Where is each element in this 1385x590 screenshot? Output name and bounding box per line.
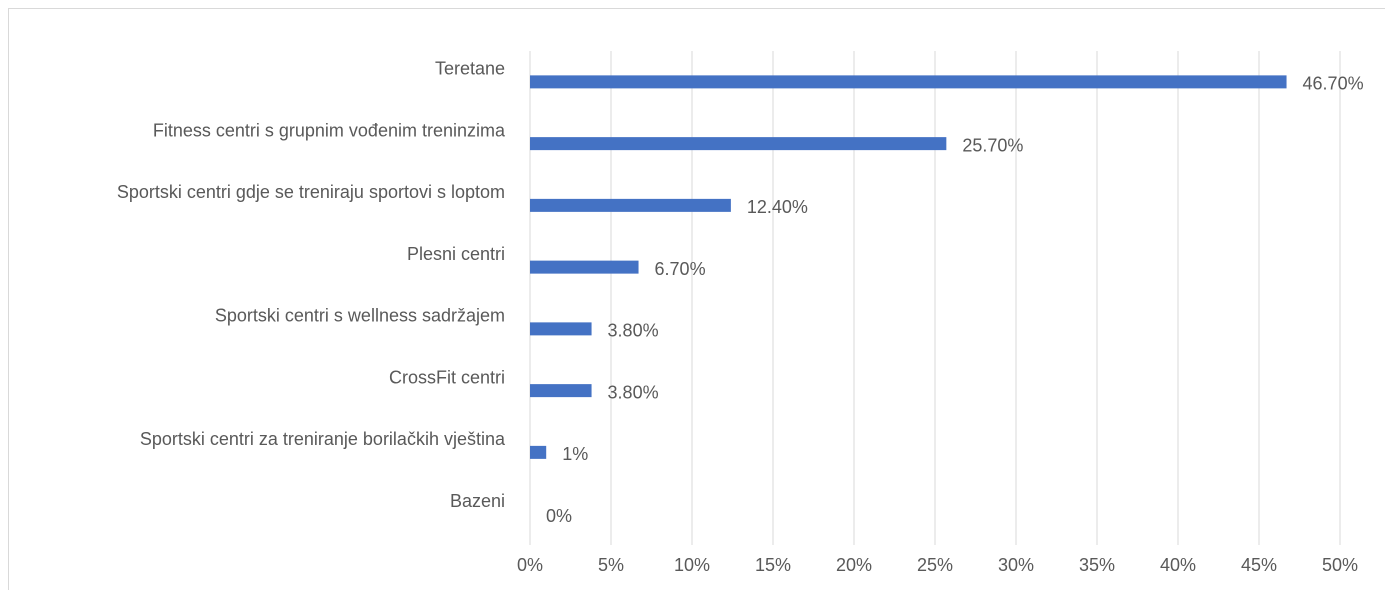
x-tick-label: 30% <box>998 555 1034 575</box>
value-label: 3.80% <box>608 382 659 402</box>
y-tick-label: Sportski centri s wellness sadržajem <box>215 306 505 326</box>
x-tick-label: 45% <box>1241 555 1277 575</box>
x-tick-label: 40% <box>1160 555 1196 575</box>
bar <box>530 445 547 459</box>
bar <box>530 322 592 336</box>
y-tick-label: Teretane <box>435 59 505 79</box>
y-tick-label: Plesni centri <box>407 244 505 264</box>
y-tick-label: Sportski centri gdje se treniraju sporto… <box>117 182 505 202</box>
value-label: 46.70% <box>1303 74 1364 94</box>
bar <box>530 198 731 212</box>
value-label: 25.70% <box>962 135 1023 155</box>
value-label: 6.70% <box>655 259 706 279</box>
x-tick-label: 50% <box>1322 555 1358 575</box>
y-tick-label: CrossFit centri <box>389 367 505 387</box>
x-tick-label: 5% <box>598 555 624 575</box>
bar <box>530 137 947 151</box>
y-tick-label: Fitness centri s grupnim vođenim treninz… <box>153 120 506 140</box>
value-label: 0% <box>546 506 572 526</box>
bar <box>530 75 1287 89</box>
value-label: 12.40% <box>747 197 808 217</box>
bar <box>530 260 639 274</box>
chart-border <box>8 8 1385 590</box>
bar <box>530 384 592 398</box>
value-label: 1% <box>562 444 588 464</box>
x-tick-label: 0% <box>517 555 543 575</box>
y-tick-label: Sportski centri za treniranje borilačkih… <box>140 429 506 449</box>
x-tick-label: 25% <box>917 555 953 575</box>
x-tick-label: 10% <box>674 555 710 575</box>
x-tick-label: 20% <box>836 555 872 575</box>
value-label: 3.80% <box>608 321 659 341</box>
x-tick-label: 35% <box>1079 555 1115 575</box>
x-tick-label: 15% <box>755 555 791 575</box>
y-tick-label: Bazeni <box>450 491 505 511</box>
